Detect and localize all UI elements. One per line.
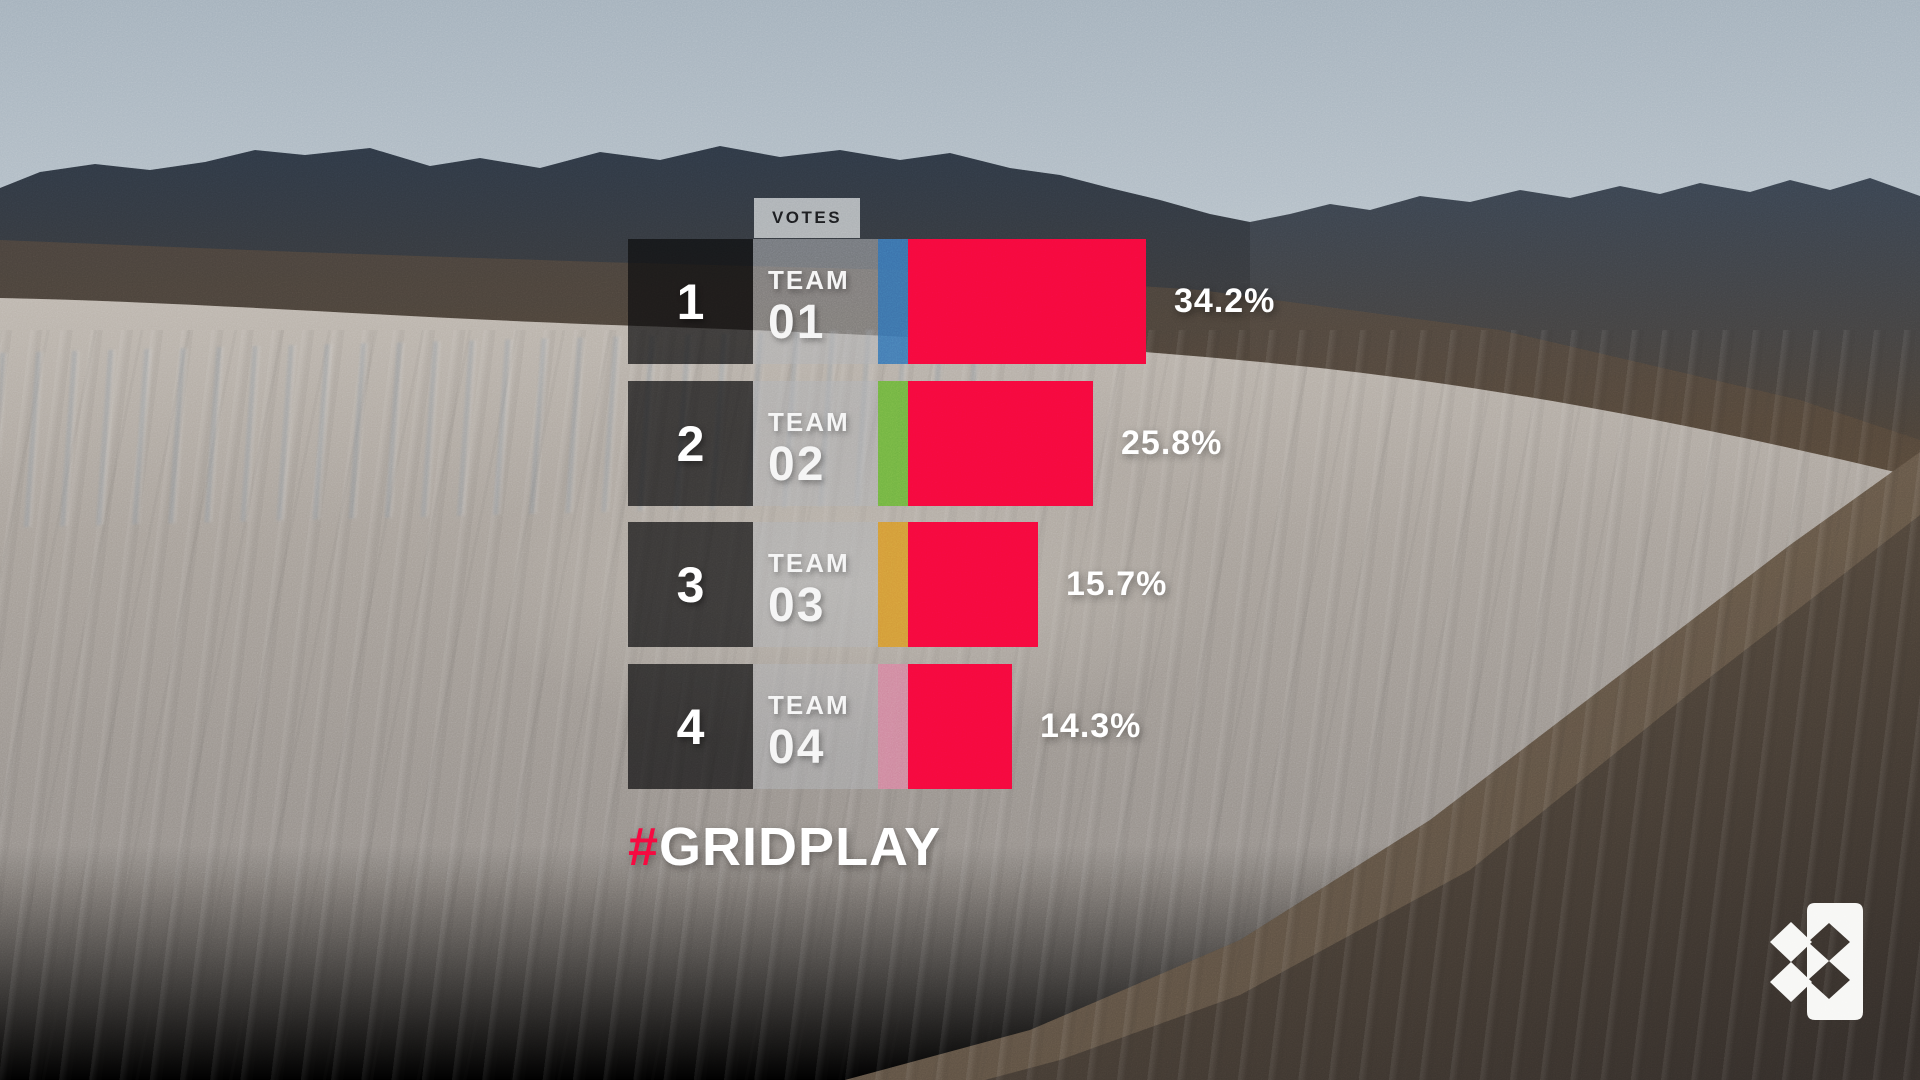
logo-rounded-card bbox=[1807, 903, 1863, 1020]
team-accent-strip bbox=[878, 664, 908, 789]
team-number: 03 bbox=[768, 579, 826, 632]
votes-header-label: VOTES bbox=[771, 208, 843, 227]
vote-row-1: 1 TEAM 01 34.2% bbox=[628, 239, 1275, 364]
vote-row-3: 3 TEAM 03 15.7% bbox=[628, 522, 1167, 647]
vote-row-2: 2 TEAM 02 25.8% bbox=[628, 381, 1222, 506]
rank-badge-4: 4 bbox=[628, 664, 753, 789]
logo-left-chevrons bbox=[1770, 922, 1812, 1002]
rank-number: 1 bbox=[676, 273, 705, 330]
team-accent-strip bbox=[878, 239, 908, 364]
team-name-line: TEAM bbox=[768, 548, 850, 578]
rank-number: 4 bbox=[676, 698, 705, 755]
team-accent-strip bbox=[878, 522, 908, 647]
rank-number: 3 bbox=[676, 556, 705, 613]
vote-bar bbox=[908, 522, 1038, 647]
xe-monogram-logo bbox=[1770, 903, 1863, 1020]
team-label-2: TEAM 02 bbox=[753, 381, 878, 506]
team-accent-strip bbox=[878, 381, 908, 506]
rank-number: 2 bbox=[676, 415, 705, 472]
hashtag-hash: # bbox=[628, 817, 660, 877]
vote-bar bbox=[908, 381, 1093, 506]
team-label-4: TEAM 04 bbox=[753, 664, 878, 789]
rank-badge-1: 1 bbox=[628, 239, 753, 364]
team-label-3: TEAM 03 bbox=[753, 522, 878, 647]
rank-badge-3: 3 bbox=[628, 522, 753, 647]
hashtag-text: GRIDPLAY bbox=[659, 817, 942, 877]
votes-header: VOTES bbox=[754, 198, 860, 238]
rank-badge-2: 2 bbox=[628, 381, 753, 506]
hashtag: #GRIDPLAY bbox=[628, 820, 941, 874]
vote-percentage: 34.2% bbox=[1174, 282, 1276, 320]
team-name-line: TEAM bbox=[768, 690, 850, 720]
team-number: 04 bbox=[768, 721, 826, 774]
vote-bar bbox=[908, 664, 1012, 789]
vote-row-4: 4 TEAM 04 14.3% bbox=[628, 664, 1141, 789]
vote-percentage: 25.8% bbox=[1121, 424, 1223, 462]
team-name-line: TEAM bbox=[768, 265, 850, 295]
vote-percentage: 14.3% bbox=[1040, 707, 1142, 745]
vote-bar bbox=[908, 239, 1146, 364]
team-name-line: TEAM bbox=[768, 407, 850, 437]
vote-percentage: 15.7% bbox=[1066, 565, 1168, 603]
team-number: 02 bbox=[768, 438, 826, 491]
team-label-1: TEAM 01 bbox=[753, 239, 878, 364]
team-number: 01 bbox=[768, 296, 826, 349]
